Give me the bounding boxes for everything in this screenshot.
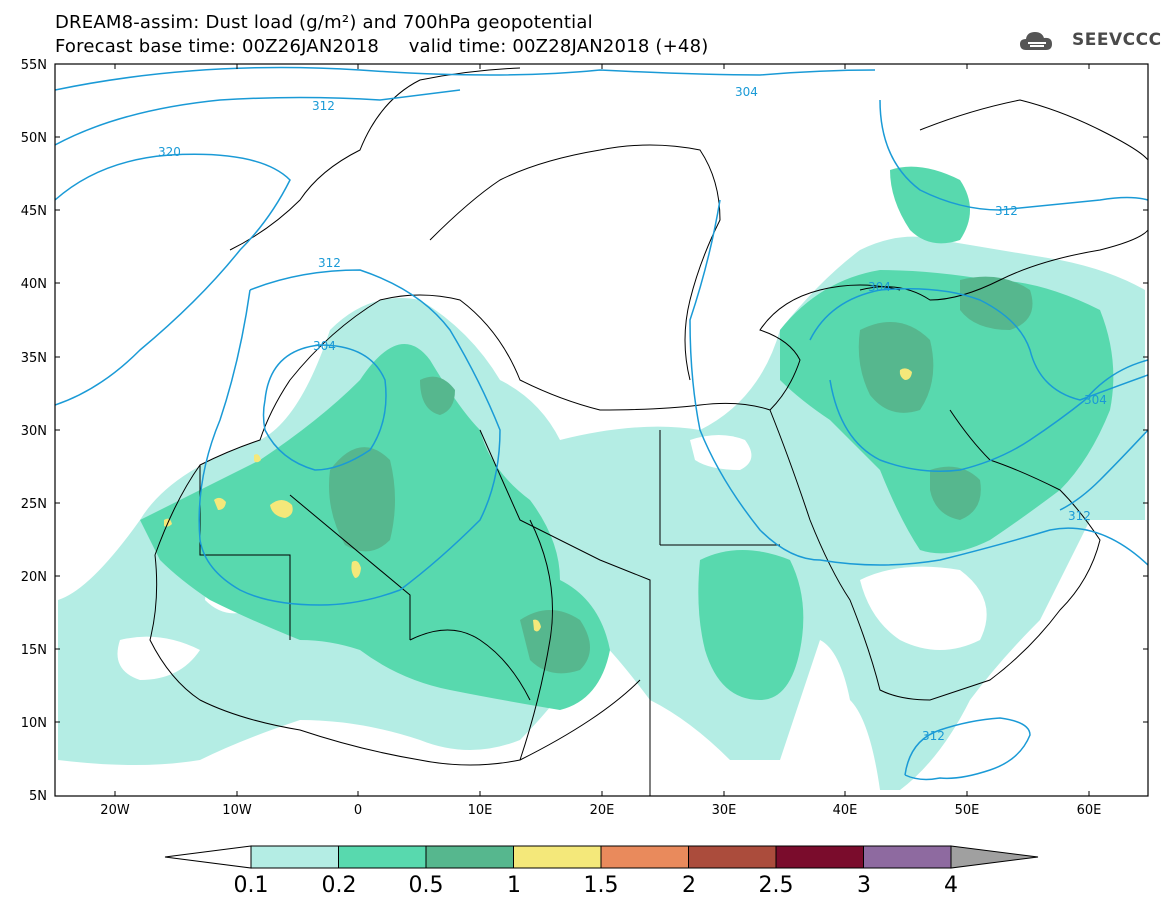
country-borders bbox=[149, 67, 1148, 796]
contour-label: 312 bbox=[922, 729, 945, 743]
lon-label: 40E bbox=[833, 803, 858, 818]
cloud-logo-icon bbox=[1020, 32, 1052, 50]
colorbar-segment bbox=[250, 845, 339, 869]
colorbar-label: 0.2 bbox=[322, 873, 357, 898]
colorbar-segment bbox=[513, 845, 602, 869]
lat-label: 30N bbox=[21, 424, 47, 439]
colorbar-label: 4 bbox=[944, 873, 958, 898]
colorbar-left-arrow bbox=[164, 845, 252, 869]
colorbar-label: 0.5 bbox=[409, 873, 444, 898]
lon-label: 10W bbox=[222, 803, 252, 818]
latitude-axis: 55N 50N 45N 40N 35N 30N 25N 20N 15N 10N … bbox=[21, 58, 1148, 804]
contour-labels: 312 304 320 312 304 304 312 304 312 312 bbox=[158, 85, 1107, 743]
longitude-axis: 20W 10W 0 10E 20E 30E 40E 50E 60E bbox=[100, 64, 1101, 818]
lat-label: 40N bbox=[21, 277, 47, 292]
contour-label: 304 bbox=[313, 339, 336, 353]
colorbar-segment bbox=[688, 845, 777, 869]
lat-label: 55N bbox=[21, 58, 47, 73]
colorbar-segment bbox=[600, 845, 689, 869]
contour-label: 312 bbox=[995, 204, 1018, 218]
colorbar-right-arrow bbox=[950, 845, 1039, 869]
lon-label: 20W bbox=[100, 803, 130, 818]
geopotential-contours bbox=[55, 66, 1148, 781]
lon-label: 30E bbox=[712, 803, 737, 818]
colorbar-segment bbox=[863, 845, 952, 869]
colorbar-label: 3 bbox=[857, 873, 871, 898]
colorbar-label: 2 bbox=[682, 873, 696, 898]
colorbar-label: 1 bbox=[507, 873, 521, 898]
contour-label: 304 bbox=[735, 85, 758, 99]
dust-shading bbox=[58, 166, 1145, 790]
colorbar-segment bbox=[338, 845, 427, 869]
contour-label: 312 bbox=[312, 99, 335, 113]
lon-label: 50E bbox=[955, 803, 980, 818]
contour-label: 312 bbox=[1068, 509, 1091, 523]
lat-label: 5N bbox=[29, 789, 47, 804]
lat-label: 50N bbox=[21, 131, 47, 146]
lat-label: 25N bbox=[21, 497, 47, 512]
lat-label: 15N bbox=[21, 643, 47, 658]
colorbar: 0.1 0.2 0.5 1 1.5 2 2.5 3 4 bbox=[164, 845, 1039, 898]
lon-label: 0 bbox=[354, 803, 362, 818]
contour-label: 312 bbox=[318, 256, 341, 270]
lon-label: 20E bbox=[590, 803, 615, 818]
colorbar-label: 0.1 bbox=[234, 873, 269, 898]
contour-label: 304 bbox=[1084, 393, 1107, 407]
logo-text: SEEVCCC bbox=[1072, 30, 1162, 50]
colorbar-segment bbox=[775, 845, 864, 869]
map-title: DREAM8-assim: Dust load (g/m²) and 700hP… bbox=[55, 12, 593, 33]
lat-label: 20N bbox=[21, 570, 47, 585]
contour-label: 304 bbox=[868, 280, 891, 294]
contour-label: 320 bbox=[158, 145, 181, 159]
colorbar-label: 2.5 bbox=[759, 873, 794, 898]
lat-label: 35N bbox=[21, 351, 47, 366]
lon-label: 60E bbox=[1077, 803, 1102, 818]
lat-label: 45N bbox=[21, 204, 47, 219]
colorbar-segment bbox=[425, 845, 514, 869]
lon-label: 10E bbox=[468, 803, 493, 818]
forecast-time-line: Forecast base time: 00Z26JAN2018 valid t… bbox=[55, 36, 709, 57]
colorbar-label: 1.5 bbox=[584, 873, 619, 898]
lat-label: 10N bbox=[21, 716, 47, 731]
